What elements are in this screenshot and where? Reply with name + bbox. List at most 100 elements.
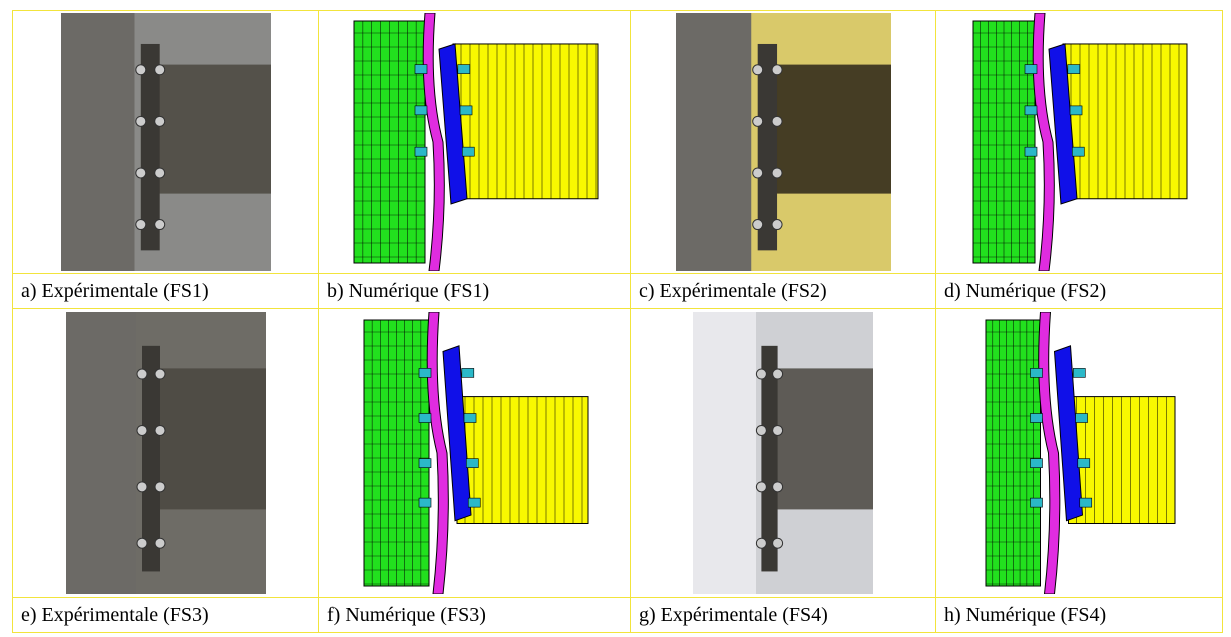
bolt <box>135 65 145 75</box>
bolt <box>756 482 766 492</box>
bolt <box>419 459 431 468</box>
image-cell <box>13 11 319 274</box>
fem-model <box>350 13 600 271</box>
photo <box>693 312 873 594</box>
column <box>693 312 756 594</box>
photo <box>66 312 266 594</box>
caption: b) Numérique (FS1) <box>319 274 631 309</box>
bolt <box>773 482 783 492</box>
bolt <box>135 220 145 230</box>
bolt <box>1025 147 1037 156</box>
bolt <box>773 369 783 379</box>
caption: f) Numérique (FS3) <box>319 598 631 633</box>
column <box>676 13 751 271</box>
bolt <box>419 414 431 423</box>
bolt <box>415 147 427 156</box>
end-plate <box>761 346 777 572</box>
figure-table: a) Expérimentale (FS1) b) Numérique (FS1… <box>12 10 1223 633</box>
image-cell <box>631 309 936 598</box>
beam <box>774 368 873 509</box>
image-cell <box>936 11 1223 274</box>
bolt <box>1073 368 1085 377</box>
caption-row: a) Expérimentale (FS1) b) Numérique (FS1… <box>13 274 1223 309</box>
caption: a) Expérimentale (FS1) <box>13 274 319 309</box>
bolt <box>756 369 766 379</box>
bolt <box>457 65 469 74</box>
caption: c) Expérimentale (FS2) <box>631 274 936 309</box>
image-row <box>13 309 1223 598</box>
bolt <box>154 220 164 230</box>
bolt <box>155 425 165 435</box>
bolt <box>135 116 145 126</box>
bolt <box>1068 65 1080 74</box>
image-row <box>13 11 1223 274</box>
bolt <box>137 425 147 435</box>
end-plate <box>142 346 160 572</box>
bolt <box>1072 147 1084 156</box>
bolt <box>1070 106 1082 115</box>
bolt <box>137 482 147 492</box>
bolt <box>772 168 782 178</box>
bolt <box>155 369 165 379</box>
bolt <box>1025 65 1037 74</box>
bolt <box>772 116 782 126</box>
image-cell <box>936 309 1223 598</box>
bolt <box>137 538 147 548</box>
end-plate <box>140 44 159 250</box>
bolt <box>419 368 431 377</box>
bolt <box>154 65 164 75</box>
beam <box>156 368 266 509</box>
fem-model <box>982 312 1177 594</box>
bolt <box>752 168 762 178</box>
bolt <box>772 220 782 230</box>
bolt <box>1030 414 1042 423</box>
beam <box>453 44 598 199</box>
bolt <box>752 65 762 75</box>
bolt <box>154 116 164 126</box>
bolt <box>155 538 165 548</box>
bolt <box>464 414 476 423</box>
bolt <box>1025 106 1037 115</box>
caption: d) Numérique (FS2) <box>936 274 1223 309</box>
photo <box>61 13 271 271</box>
bolt <box>461 368 473 377</box>
column <box>61 13 135 271</box>
bolt <box>752 220 762 230</box>
bolt <box>135 168 145 178</box>
bolt <box>772 65 782 75</box>
image-cell <box>319 309 631 598</box>
bolt <box>419 498 431 507</box>
page: a) Expérimentale (FS1) b) Numérique (FS1… <box>0 0 1231 637</box>
bolt <box>1075 414 1087 423</box>
bolt <box>1030 459 1042 468</box>
bolt <box>773 425 783 435</box>
fem-model <box>360 312 590 594</box>
beam <box>772 65 890 194</box>
bolt <box>1079 498 1091 507</box>
caption: h) Numérique (FS4) <box>936 598 1223 633</box>
bolt <box>752 116 762 126</box>
caption: e) Expérimentale (FS3) <box>13 598 319 633</box>
bolt <box>756 425 766 435</box>
end-plate <box>757 44 776 250</box>
caption: g) Expérimentale (FS4) <box>631 598 936 633</box>
bolt <box>468 498 480 507</box>
bolt <box>1030 368 1042 377</box>
bolt <box>462 147 474 156</box>
bolt <box>415 106 427 115</box>
bolt <box>466 459 478 468</box>
bolt <box>415 65 427 74</box>
bolt <box>460 106 472 115</box>
bolt <box>154 168 164 178</box>
bolt <box>773 538 783 548</box>
beam <box>155 65 271 194</box>
bolt <box>1030 498 1042 507</box>
photo <box>676 13 891 271</box>
bolt <box>137 369 147 379</box>
image-cell <box>319 11 631 274</box>
bolt <box>756 538 766 548</box>
image-cell <box>631 11 936 274</box>
column <box>66 312 136 594</box>
bolt <box>1077 459 1089 468</box>
bolt <box>155 482 165 492</box>
